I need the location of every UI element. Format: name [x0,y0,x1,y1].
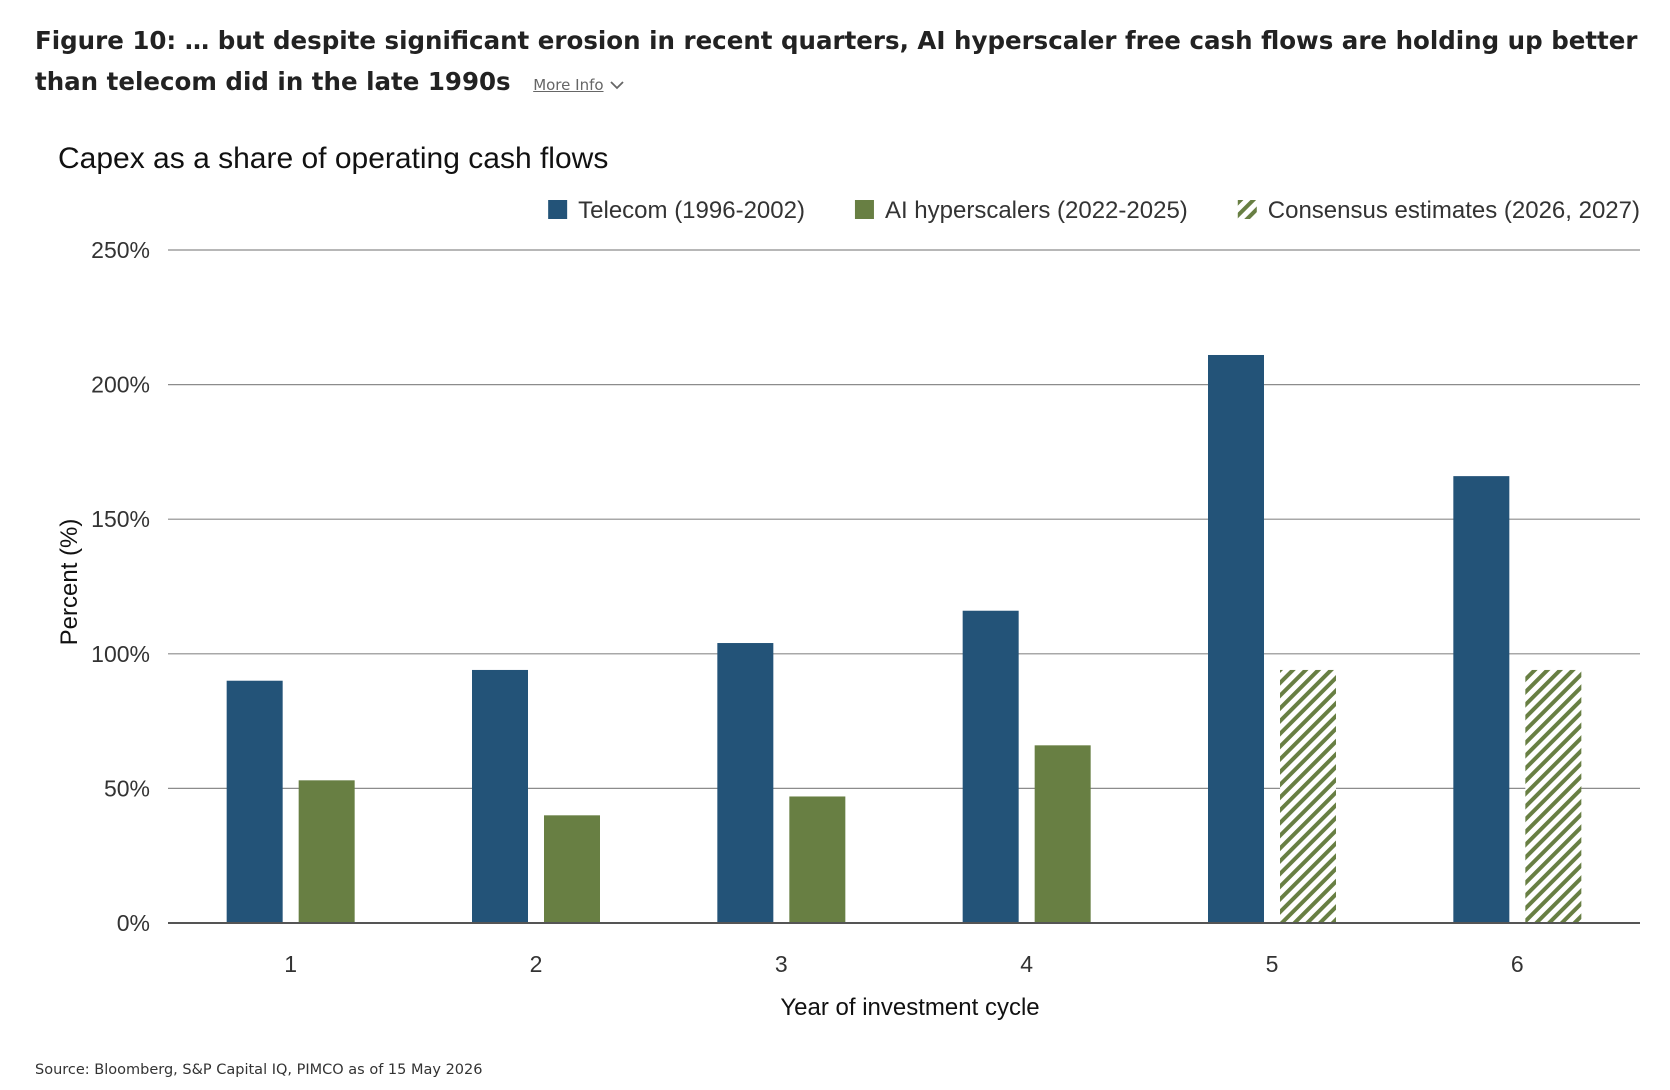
ai-hyperscaler-bar [789,796,846,923]
telecom-bar [1208,354,1264,923]
legend-item: Consensus estimates (2026, 2027) [1237,197,1640,224]
x-axis-label: Year of investment cycle [780,994,1039,1021]
legend-swatch-hatched [1237,200,1257,219]
y-tick-label: 0% [117,910,150,936]
telecom-bar [717,643,774,923]
figure-heading: Figure 10: … but despite significant ero… [35,26,1638,96]
ai-hyperscaler-bar [544,815,600,923]
x-tick-label: 6 [1511,951,1524,977]
x-tick-label: 1 [284,951,297,977]
y-tick-label: 200% [91,372,150,398]
y-axis-ticks: 0% 50% 100% 150% 200% 250% [91,237,150,936]
figure-header: Figure 10: … but despite significant ero… [35,20,1655,106]
chart-legend: Telecom (1996-2002) AI hyperscalers (2022… [548,197,1640,224]
legend-item: Telecom (1996-2002) [548,197,805,224]
legend-label: AI hyperscalers (2022-2025) [885,197,1188,224]
chevron-down-icon [609,65,624,106]
y-tick-label: 150% [91,506,150,532]
consensus-estimate-bar [1525,669,1582,923]
chart-grid [168,249,1640,790]
legend-swatch [854,200,874,219]
source-note: Source: Bloomberg, S&P Capital IQ, PIMCO… [35,1062,483,1078]
x-tick-label: 3 [775,951,788,977]
y-tick-label: 250% [91,237,150,263]
x-tick-label: 5 [1266,951,1279,977]
legend-item: AI hyperscalers (2022-2025) [854,197,1188,224]
consensus-estimate-bar [1280,669,1336,923]
y-axis-label: Percent (%) [56,519,83,646]
x-axis-ticks: 1 2 3 4 5 6 [284,951,1523,977]
x-tick-label: 4 [1020,951,1033,977]
ai-hyperscaler-bar [1034,745,1091,923]
more-info-link[interactable]: More Info [533,76,624,94]
x-tick-label: 2 [530,951,543,977]
legend-swatch [548,200,568,219]
more-info-label: More Info [533,76,604,94]
y-tick-label: 50% [104,775,150,801]
legend-label: Consensus estimates (2026, 2027) [1268,197,1640,224]
telecom-bar [1453,476,1510,923]
y-tick-label: 100% [91,641,150,667]
chart-title: Capex as a share of operating cash flows [58,142,608,175]
legend-label: Telecom (1996-2002) [578,197,805,224]
ai-hyperscaler-bar [298,780,355,923]
telecom-bar [472,669,528,923]
telecom-bar [226,680,283,923]
chart-bars [226,354,1582,923]
telecom-bar [962,610,1019,923]
